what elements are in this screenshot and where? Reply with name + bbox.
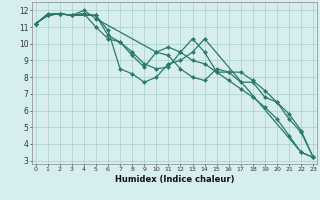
X-axis label: Humidex (Indice chaleur): Humidex (Indice chaleur)	[115, 175, 234, 184]
